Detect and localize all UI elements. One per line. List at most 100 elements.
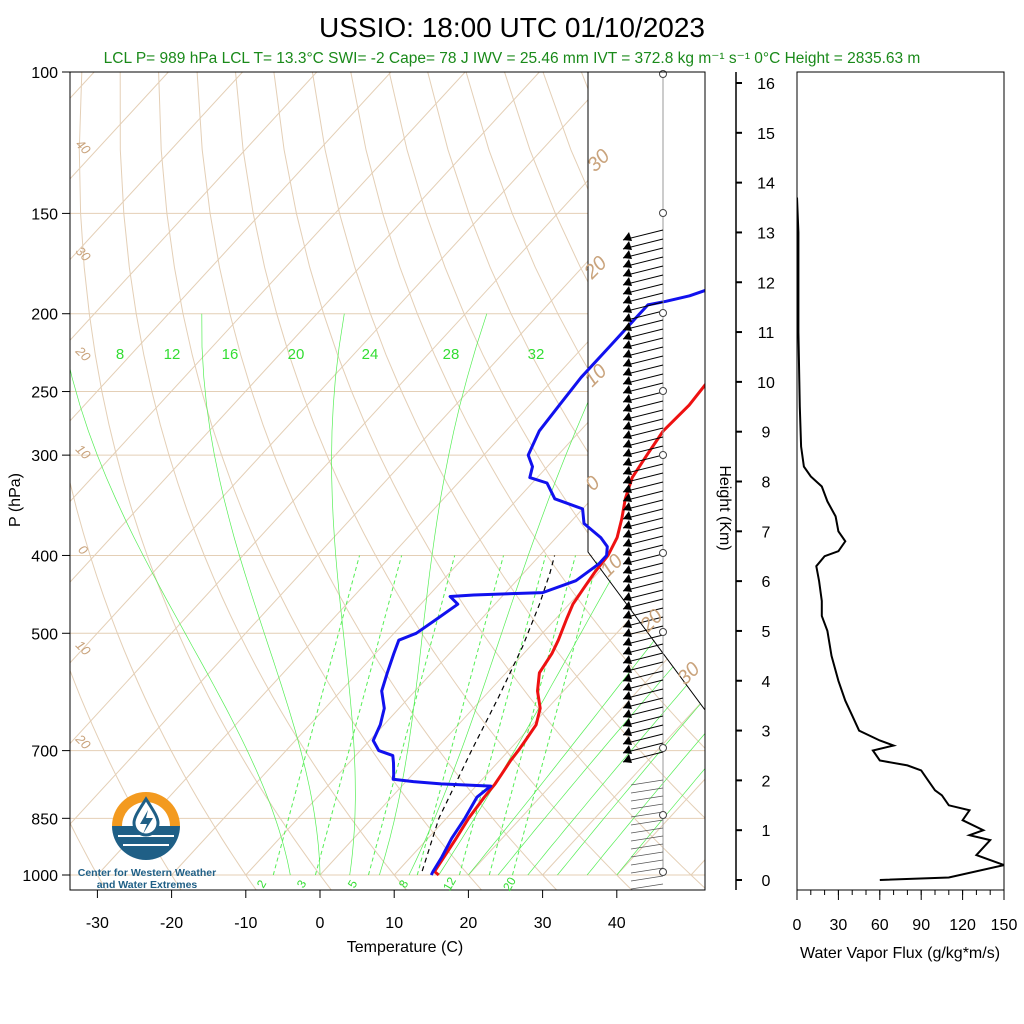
theta-e-label: 16 [222,346,239,363]
wind-barb-flag [623,232,632,241]
wind-calm-circle [659,209,667,217]
wind-calm-circle [659,309,667,317]
wind-barb [630,875,664,882]
wind-barb-flag [623,673,632,682]
flux-y-tick-label: 6 [762,574,771,591]
theta-e-label: 24 [362,346,379,363]
chart-title: USSIO: 18:00 UTC 01/10/2023 [319,12,705,43]
mixing-ratio-line [511,555,600,876]
wind-barb-flag [623,358,632,367]
isotherm-line [765,72,1024,875]
flux-trace [797,197,1004,881]
dry-adiabat-line [774,72,1024,892]
mixing-ratio-line [314,555,403,876]
y-tick-label: 700 [31,744,58,761]
flux-x-tick-label: 60 [871,917,889,934]
flux-y-tick-label: 9 [762,425,771,442]
isotherm-line [542,697,705,876]
wind-barb [630,787,664,794]
wind-barb-flag [623,250,632,259]
wind-barb-flag [623,691,632,700]
wind-barb-flag [623,628,632,637]
dry-adiabat-line [696,72,705,91]
wind-barb-flag [623,268,632,277]
isotherm-label: 10 [73,441,94,462]
wind-barb-flag [623,376,632,385]
wind-barb-flag [623,655,632,664]
x-tick-label: 10 [385,915,403,932]
wind-barb-flag [623,502,632,511]
flux-traces [797,197,1004,881]
y-tick-label: 1000 [22,868,58,885]
flux-y-tick-label: 12 [757,275,775,292]
wind-calm-circle [659,811,667,819]
wind-calm-circle [659,744,667,752]
moist-adiabat-line [331,313,356,876]
parcel-trace [421,555,556,872]
wind-calm-circle [659,628,667,636]
wind-barb-flag [623,295,632,304]
wind-barb-flag [623,700,632,709]
wind-barb-flag [623,349,632,358]
wind-barb-flag [623,574,632,583]
dewpoint-trace [371,288,705,876]
wind-barb-flag [623,736,632,745]
skewt-background-lines [70,72,1024,892]
cw3e-logo: Center for Western Weather and Water Ext… [78,792,216,891]
flux-x-tick-label: 30 [830,917,848,934]
wind-barb-flag [623,547,632,556]
wind-barb-flag [623,529,632,538]
flux-y-tick-label: 5 [762,624,771,641]
wind-barb-flag [623,754,632,763]
flux-y-tick-label: 15 [757,126,775,143]
flux-y-tick-label: 13 [757,225,775,242]
flux-y-tick-label: 0 [762,873,771,890]
y-axis-label: P (hPa) [7,473,24,527]
wind-barb [630,851,664,858]
dry-adiabat-line [196,72,558,890]
dry-adiabat-line [311,72,705,819]
flux-y-tick-label: 11 [758,325,775,342]
dry-adiabat-line [158,72,483,890]
wind-barb-flag [623,664,632,673]
logo-text-line1: Center for Western Weather [78,867,216,879]
wind-barb-flag [623,439,632,448]
wind-barb-flag [623,367,632,376]
wind-barb [630,843,664,850]
wind-barb-flag [623,277,632,286]
isotherm-line [70,72,169,180]
wind-barb-flag [623,394,632,403]
wind-barb-flag [623,475,632,484]
dry-adiabat-line [70,821,107,890]
y-tick-label: 850 [31,811,58,828]
moist-adiabat-line [468,574,705,876]
wind-barb [630,827,664,834]
isotherm-line [70,72,689,745]
moist-adiabat-line [497,629,705,876]
isotherm-label: 20 [72,343,94,365]
mixing-ratio-label: 20 [500,874,519,893]
wind-barb-flag [623,457,632,466]
moist-adiabat-line [201,313,321,876]
flux-y-tick-label: 8 [762,475,771,492]
wind-barb-flag [623,592,632,601]
wind-calm-circle [659,868,667,876]
flux-y-tick-label: 2 [762,773,771,790]
dry-adiabat-line [235,72,633,890]
x-axis-label: Temperature (C) [347,939,463,956]
wind-barb-flag [623,421,632,430]
wind-barb-flag [623,709,632,718]
wind-barb-flag [623,610,632,619]
wind-barb-flag [623,538,632,547]
dry-adiabat-line [350,72,705,750]
theta-e-label: 28 [443,346,460,363]
flux-x-tick-label: 90 [912,917,930,934]
x-tick-label: -20 [160,915,183,932]
isotherm-line [97,213,705,876]
dry-adiabat-line [735,72,1024,892]
isotherm-line [70,72,392,422]
flux-y-tick-label: 10 [757,375,775,392]
x-tick-label: -30 [86,915,109,932]
wind-barb-flag [623,682,632,691]
